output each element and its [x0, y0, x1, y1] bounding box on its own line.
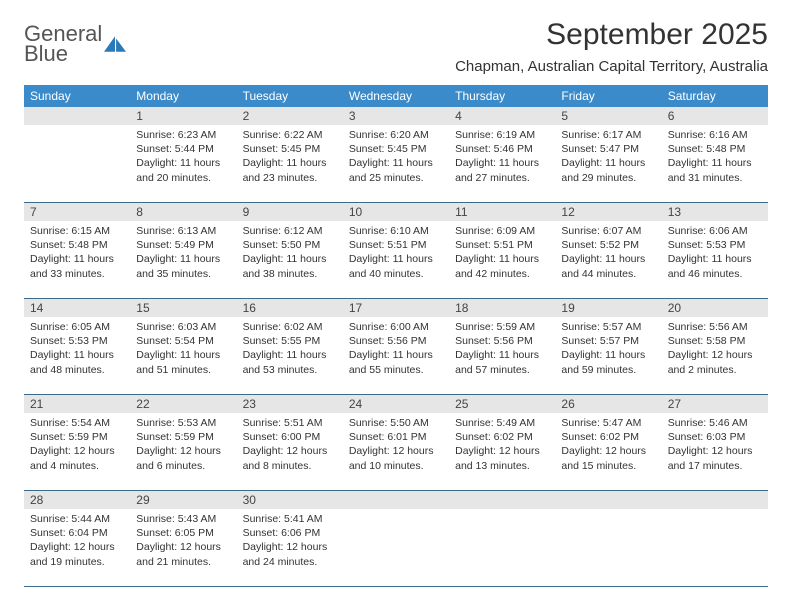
day-cell: Sunrise: 6:13 AM Sunset: 5:49 PM Dayligh…: [130, 221, 236, 298]
dayhead: Sunday: [24, 85, 130, 107]
calendar: SundayMondayTuesdayWednesdayThursdayFrid…: [24, 85, 768, 587]
day-cell: Sunrise: 6:16 AM Sunset: 5:48 PM Dayligh…: [662, 125, 768, 202]
day-cell: Sunrise: 5:41 AM Sunset: 6:06 PM Dayligh…: [237, 509, 343, 586]
weeks-container: 123456Sunrise: 6:23 AM Sunset: 5:44 PM D…: [24, 107, 768, 587]
day-number: 20: [662, 299, 768, 317]
day-cell: [24, 125, 130, 202]
day-cell: [555, 509, 661, 586]
day-number: 11: [449, 203, 555, 221]
day-number: 14: [24, 299, 130, 317]
day-cell: Sunrise: 6:03 AM Sunset: 5:54 PM Dayligh…: [130, 317, 236, 394]
day-number: 4: [449, 107, 555, 125]
day-cell: Sunrise: 5:46 AM Sunset: 6:03 PM Dayligh…: [662, 413, 768, 490]
day-cell: Sunrise: 5:50 AM Sunset: 6:01 PM Dayligh…: [343, 413, 449, 490]
day-number: 21: [24, 395, 130, 413]
day-number: 10: [343, 203, 449, 221]
dayhead: Thursday: [449, 85, 555, 107]
day-number: 16: [237, 299, 343, 317]
day-cell: [662, 509, 768, 586]
day-cell: Sunrise: 5:59 AM Sunset: 5:56 PM Dayligh…: [449, 317, 555, 394]
day-cell: Sunrise: 6:22 AM Sunset: 5:45 PM Dayligh…: [237, 125, 343, 202]
dayhead: Saturday: [662, 85, 768, 107]
day-number: 6: [662, 107, 768, 125]
day-cell: Sunrise: 5:44 AM Sunset: 6:04 PM Dayligh…: [24, 509, 130, 586]
logo-sail-icon: [104, 36, 126, 52]
day-cell: Sunrise: 5:54 AM Sunset: 5:59 PM Dayligh…: [24, 413, 130, 490]
dayhead-row: SundayMondayTuesdayWednesdayThursdayFrid…: [24, 85, 768, 107]
day-number: 23: [237, 395, 343, 413]
day-cell: Sunrise: 6:15 AM Sunset: 5:48 PM Dayligh…: [24, 221, 130, 298]
day-number: 7: [24, 203, 130, 221]
day-cell: Sunrise: 5:49 AM Sunset: 6:02 PM Dayligh…: [449, 413, 555, 490]
day-number: 5: [555, 107, 661, 125]
daynum-row: 21222324252627: [24, 395, 768, 413]
day-number: 12: [555, 203, 661, 221]
daynum-row: 282930: [24, 491, 768, 509]
week-row: Sunrise: 5:54 AM Sunset: 5:59 PM Dayligh…: [24, 413, 768, 491]
week-row: Sunrise: 5:44 AM Sunset: 6:04 PM Dayligh…: [24, 509, 768, 587]
month-title: September 2025: [455, 18, 768, 52]
title-block: September 2025 Chapman, Australian Capit…: [455, 18, 768, 75]
day-cell: Sunrise: 6:12 AM Sunset: 5:50 PM Dayligh…: [237, 221, 343, 298]
day-cell: Sunrise: 5:43 AM Sunset: 6:05 PM Dayligh…: [130, 509, 236, 586]
day-number: 19: [555, 299, 661, 317]
day-number: 29: [130, 491, 236, 509]
week-row: Sunrise: 6:05 AM Sunset: 5:53 PM Dayligh…: [24, 317, 768, 395]
day-cell: Sunrise: 5:53 AM Sunset: 5:59 PM Dayligh…: [130, 413, 236, 490]
week-row: Sunrise: 6:23 AM Sunset: 5:44 PM Dayligh…: [24, 125, 768, 203]
dayhead: Monday: [130, 85, 236, 107]
logo-line2: Blue: [24, 44, 102, 64]
day-cell: Sunrise: 6:19 AM Sunset: 5:46 PM Dayligh…: [449, 125, 555, 202]
day-number: 22: [130, 395, 236, 413]
day-cell: Sunrise: 6:07 AM Sunset: 5:52 PM Dayligh…: [555, 221, 661, 298]
day-cell: Sunrise: 6:17 AM Sunset: 5:47 PM Dayligh…: [555, 125, 661, 202]
day-cell: Sunrise: 6:20 AM Sunset: 5:45 PM Dayligh…: [343, 125, 449, 202]
day-number: 24: [343, 395, 449, 413]
day-number: [343, 491, 449, 509]
daynum-row: 123456: [24, 107, 768, 125]
day-cell: Sunrise: 6:23 AM Sunset: 5:44 PM Dayligh…: [130, 125, 236, 202]
header: General Blue September 2025 Chapman, Aus…: [24, 18, 768, 75]
day-number: 17: [343, 299, 449, 317]
dayhead: Friday: [555, 85, 661, 107]
dayhead: Wednesday: [343, 85, 449, 107]
day-number: 26: [555, 395, 661, 413]
day-number: 3: [343, 107, 449, 125]
day-number: 2: [237, 107, 343, 125]
day-number: 27: [662, 395, 768, 413]
day-number: [555, 491, 661, 509]
dayhead: Tuesday: [237, 85, 343, 107]
day-number: 9: [237, 203, 343, 221]
day-cell: Sunrise: 6:02 AM Sunset: 5:55 PM Dayligh…: [237, 317, 343, 394]
day-cell: Sunrise: 6:06 AM Sunset: 5:53 PM Dayligh…: [662, 221, 768, 298]
day-cell: Sunrise: 6:05 AM Sunset: 5:53 PM Dayligh…: [24, 317, 130, 394]
day-cell: [449, 509, 555, 586]
day-cell: Sunrise: 5:57 AM Sunset: 5:57 PM Dayligh…: [555, 317, 661, 394]
day-number: 18: [449, 299, 555, 317]
day-cell: Sunrise: 6:09 AM Sunset: 5:51 PM Dayligh…: [449, 221, 555, 298]
day-cell: Sunrise: 5:51 AM Sunset: 6:00 PM Dayligh…: [237, 413, 343, 490]
day-number: 13: [662, 203, 768, 221]
day-number: [24, 107, 130, 125]
daynum-row: 78910111213: [24, 203, 768, 221]
daynum-row: 14151617181920: [24, 299, 768, 317]
day-number: [449, 491, 555, 509]
day-number: 25: [449, 395, 555, 413]
day-cell: Sunrise: 6:00 AM Sunset: 5:56 PM Dayligh…: [343, 317, 449, 394]
day-number: [662, 491, 768, 509]
day-number: 30: [237, 491, 343, 509]
logo: General Blue: [24, 24, 126, 64]
day-number: 15: [130, 299, 236, 317]
day-cell: Sunrise: 5:47 AM Sunset: 6:02 PM Dayligh…: [555, 413, 661, 490]
week-row: Sunrise: 6:15 AM Sunset: 5:48 PM Dayligh…: [24, 221, 768, 299]
location: Chapman, Australian Capital Territory, A…: [455, 58, 768, 75]
day-number: 1: [130, 107, 236, 125]
day-cell: Sunrise: 5:56 AM Sunset: 5:58 PM Dayligh…: [662, 317, 768, 394]
day-number: 8: [130, 203, 236, 221]
day-cell: Sunrise: 6:10 AM Sunset: 5:51 PM Dayligh…: [343, 221, 449, 298]
day-number: 28: [24, 491, 130, 509]
day-cell: [343, 509, 449, 586]
